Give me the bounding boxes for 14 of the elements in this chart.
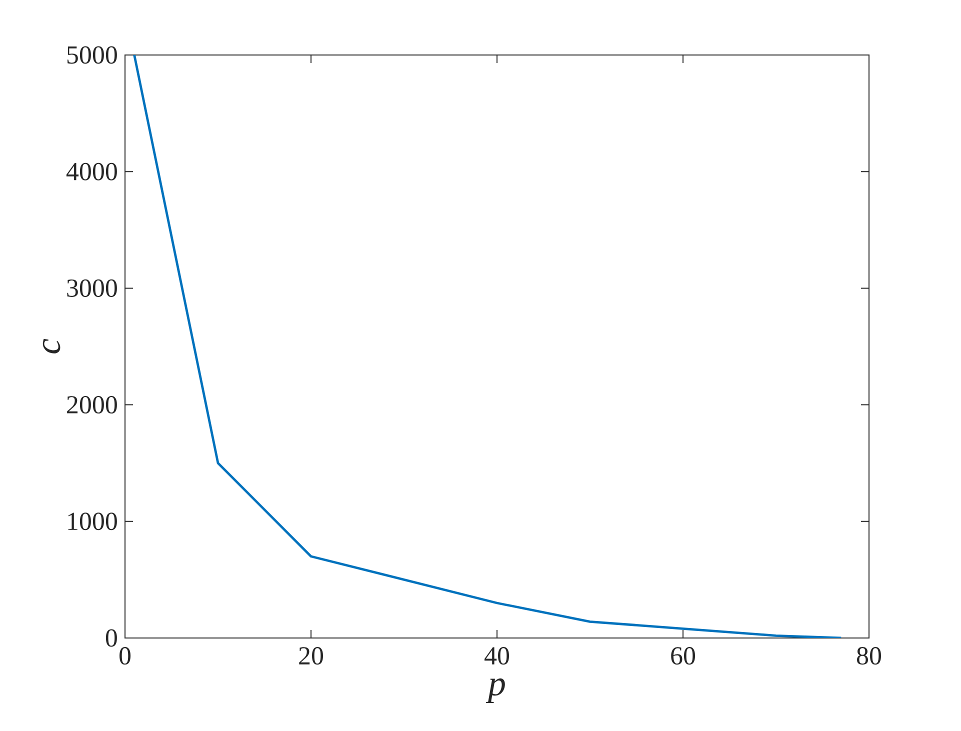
x-tick-label: 40: [484, 647, 510, 665]
y-tick-label: 5000: [67, 46, 117, 64]
x-tick-label: 60: [671, 647, 696, 665]
y-axis-title: c: [42, 338, 60, 354]
x-tick-label: 80: [857, 647, 882, 665]
line-series: [133, 54, 842, 638]
x-axis-title: p: [486, 678, 505, 703]
x-tick-label: 0: [120, 647, 131, 665]
y-tick-label: 3000: [67, 279, 117, 297]
y-tick-label: 0: [106, 629, 117, 647]
x-tick-label: 20: [299, 647, 324, 665]
y-tick-label: 1000: [68, 512, 117, 530]
y-tick-label: 4000: [66, 162, 117, 180]
y-tick-label: 2000: [67, 396, 117, 414]
